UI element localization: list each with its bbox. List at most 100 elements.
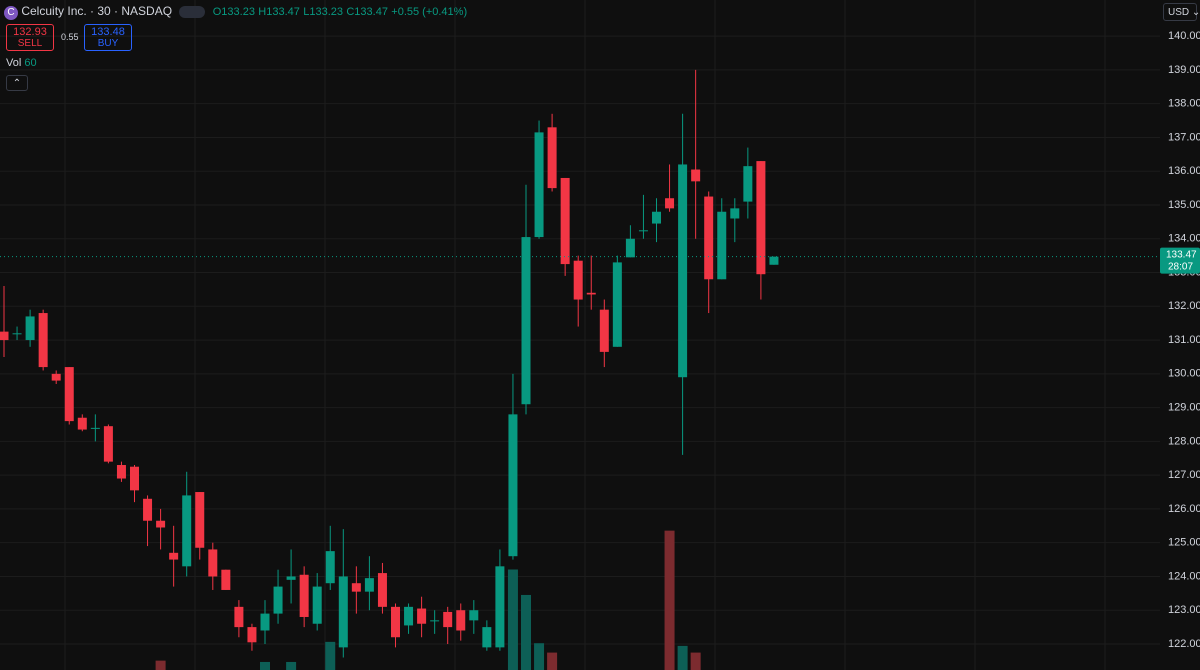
candle-body	[547, 127, 557, 189]
candle-body	[756, 161, 766, 275]
candle-body	[64, 367, 74, 422]
candle-body	[508, 414, 518, 557]
candle-body	[208, 549, 218, 577]
candle-body	[612, 262, 622, 347]
volume-bar	[664, 530, 675, 670]
candle-body	[12, 333, 22, 335]
candle-body	[90, 427, 100, 429]
y-tick-label: 123.00	[1168, 604, 1200, 616]
y-tick-label: 132.00	[1168, 300, 1200, 312]
candle-body	[169, 552, 179, 560]
y-tick-label: 135.00	[1168, 199, 1200, 211]
candle-body	[338, 576, 348, 648]
volume-bar	[547, 652, 558, 670]
ohlc-change: +0.55 (+0.41%)	[391, 6, 468, 18]
candle-body	[469, 610, 479, 621]
y-tick-label: 134.00	[1168, 233, 1200, 245]
buy-price: 133.48	[91, 26, 125, 38]
candle-body	[573, 260, 583, 300]
legend-row: C Celcuity Inc. · 30 · NASDAQ O133.23 H1…	[4, 4, 467, 20]
currency: USD	[1168, 7, 1190, 18]
candle-body	[195, 492, 205, 548]
y-tick-label: 122.00	[1168, 638, 1200, 650]
y-tick-label: 140.00	[1168, 30, 1200, 42]
candle-body	[234, 606, 244, 628]
candle-body	[430, 620, 440, 622]
price-axis-bg	[1160, 0, 1200, 670]
y-tick-label: 129.00	[1168, 402, 1200, 414]
volume-bar	[677, 645, 688, 670]
candle-body	[560, 177, 570, 265]
volume-bar	[155, 660, 166, 670]
volume-bar	[690, 652, 701, 670]
candle-body	[717, 211, 727, 280]
ohlc-close: C133.47	[346, 6, 388, 18]
candle-body	[25, 316, 35, 341]
candle-body	[417, 608, 427, 624]
candle-body	[377, 573, 387, 607]
candle-body	[456, 610, 466, 631]
status-badge[interactable]	[179, 5, 206, 18]
volume-bar	[521, 594, 531, 670]
countdown: 28:07	[1168, 261, 1193, 272]
y-tick-label: 127.00	[1168, 469, 1200, 481]
ohlc-open: O133.23	[212, 6, 255, 18]
candle-body	[730, 208, 740, 219]
sell-label: SELL	[17, 38, 43, 49]
buy-label: BUY	[97, 38, 119, 49]
candle-body	[638, 230, 648, 232]
candle-body	[286, 576, 296, 580]
candle-body	[0, 331, 9, 341]
volume-bar	[260, 661, 270, 670]
candle-body	[625, 238, 635, 258]
candle-body	[443, 611, 453, 628]
last-price-badge	[1160, 247, 1200, 274]
candle-body	[665, 198, 675, 209]
candle-body	[103, 426, 113, 462]
candle-body	[51, 373, 61, 381]
y-tick-label: 124.00	[1168, 570, 1200, 582]
ohlc-high: H133.47	[258, 6, 300, 18]
y-tick-label: 131.00	[1168, 334, 1200, 346]
sell-button[interactable]: 132.93 SELL	[6, 24, 54, 51]
candle-body	[260, 613, 270, 631]
volume-bar	[325, 641, 336, 670]
candle-body	[691, 169, 701, 182]
ohlc-low: L133.23	[303, 6, 343, 18]
volume-bar	[286, 661, 297, 670]
candle-body	[143, 498, 153, 521]
candle-body	[495, 566, 505, 648]
volume-label: Vol	[6, 57, 22, 69]
candle-body	[312, 586, 322, 624]
candle-body	[299, 574, 309, 617]
candle-body	[156, 520, 166, 528]
candle-body	[534, 132, 544, 238]
candle-body	[325, 551, 335, 584]
y-tick-label: 125.00	[1168, 537, 1200, 549]
candle-body	[273, 586, 283, 614]
sell-price: 132.93	[13, 26, 47, 38]
buy-button[interactable]: 133.48 BUY	[84, 24, 132, 51]
y-tick-label: 138.00	[1168, 98, 1200, 110]
y-tick-label: 137.00	[1168, 131, 1200, 143]
candle-body	[678, 164, 688, 378]
candle-body	[247, 627, 257, 643]
candle-body	[521, 237, 531, 405]
candle-body	[482, 627, 492, 648]
candle-body	[116, 465, 126, 479]
candle-body	[743, 166, 753, 202]
candle-body	[364, 578, 374, 592]
currency-select[interactable]: USD ⌄	[1163, 3, 1200, 21]
symbol-logo: C	[4, 6, 18, 20]
candle-body	[221, 569, 231, 590]
y-tick-label: 126.00	[1168, 503, 1200, 515]
volume-length: 60	[24, 57, 37, 69]
candle-body	[769, 256, 779, 265]
collapse-button[interactable]: ⌃	[6, 75, 28, 91]
y-tick-label: 128.00	[1168, 435, 1200, 447]
y-tick-label: 139.00	[1168, 64, 1200, 76]
candle-body	[182, 495, 192, 567]
candle-body	[404, 606, 414, 626]
